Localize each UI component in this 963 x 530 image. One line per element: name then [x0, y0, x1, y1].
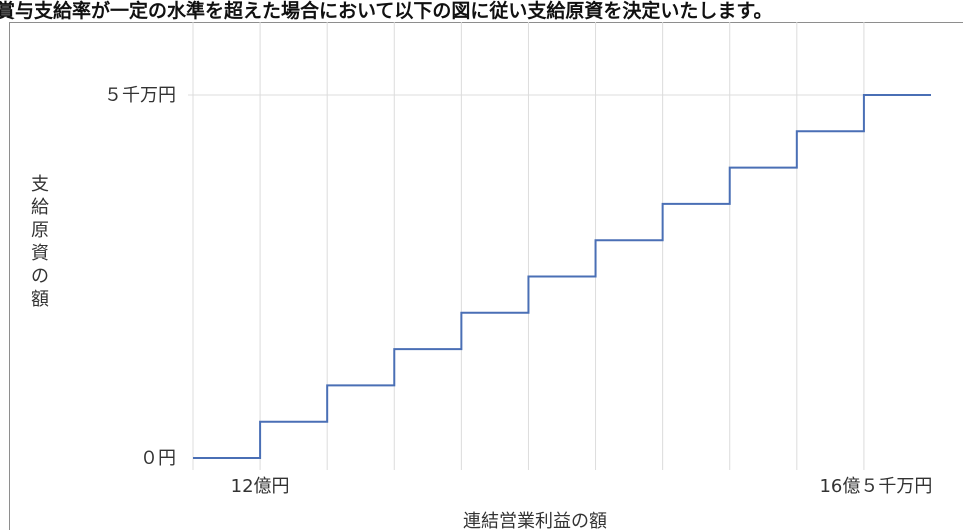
y-axis-title-char: 額	[31, 289, 49, 310]
step-series-line	[193, 94, 931, 459]
chart-frame	[9, 22, 963, 530]
x-axis-title: 連結営業利益の額	[463, 511, 607, 530]
y-axis-title-char: 支	[31, 174, 49, 195]
y-axis-title-char: 給	[31, 197, 49, 218]
y-tick-label-bottom: ０円	[140, 448, 176, 469]
x-tick-label-end: 16億５千万円	[819, 476, 932, 497]
y-axis-title-char: 資	[31, 243, 49, 264]
header-text: 賞与支給率が一定の水準を超えた場合において以下の図に従い支給原資を決定いたします…	[0, 0, 773, 22]
x-tick-label-start: 12億円	[231, 476, 290, 497]
gridlines	[192, 22, 865, 470]
y-axis-title-char: 原	[31, 220, 49, 241]
y-axis-title-char: の	[31, 266, 49, 287]
y-tick-label-top: ５千万円	[104, 85, 176, 106]
